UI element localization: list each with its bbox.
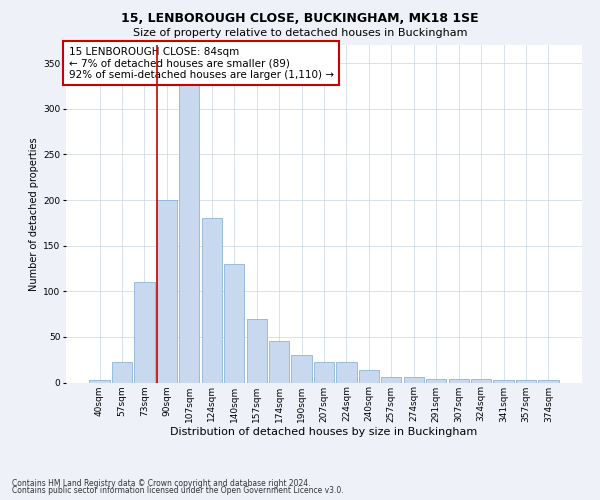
Bar [426, 379, 446, 382]
Bar [449, 379, 469, 382]
Text: Size of property relative to detached houses in Buckingham: Size of property relative to detached ho… [133, 28, 467, 38]
Bar [89, 380, 110, 382]
Text: 15 LENBOROUGH CLOSE: 84sqm
← 7% of detached houses are smaller (89)
92% of semi-: 15 LENBOROUGH CLOSE: 84sqm ← 7% of detac… [68, 46, 334, 80]
Bar [381, 377, 401, 382]
Bar [134, 282, 155, 382]
Bar [404, 377, 424, 382]
Text: 15, LENBOROUGH CLOSE, BUCKINGHAM, MK18 1SE: 15, LENBOROUGH CLOSE, BUCKINGHAM, MK18 1… [121, 12, 479, 26]
Bar [337, 362, 356, 382]
Bar [493, 380, 514, 382]
Text: Contains HM Land Registry data © Crown copyright and database right 2024.: Contains HM Land Registry data © Crown c… [12, 478, 311, 488]
Bar [292, 355, 311, 382]
X-axis label: Distribution of detached houses by size in Buckingham: Distribution of detached houses by size … [170, 427, 478, 437]
Bar [269, 342, 289, 382]
Bar [179, 82, 199, 382]
Bar [359, 370, 379, 382]
Bar [247, 318, 267, 382]
Bar [538, 380, 559, 382]
Y-axis label: Number of detached properties: Number of detached properties [29, 137, 39, 290]
Bar [224, 264, 244, 382]
Bar [471, 379, 491, 382]
Bar [112, 362, 132, 382]
Bar [202, 218, 222, 382]
Bar [516, 380, 536, 382]
Bar [314, 362, 334, 382]
Bar [157, 200, 177, 382]
Text: Contains public sector information licensed under the Open Government Licence v3: Contains public sector information licen… [12, 486, 344, 495]
